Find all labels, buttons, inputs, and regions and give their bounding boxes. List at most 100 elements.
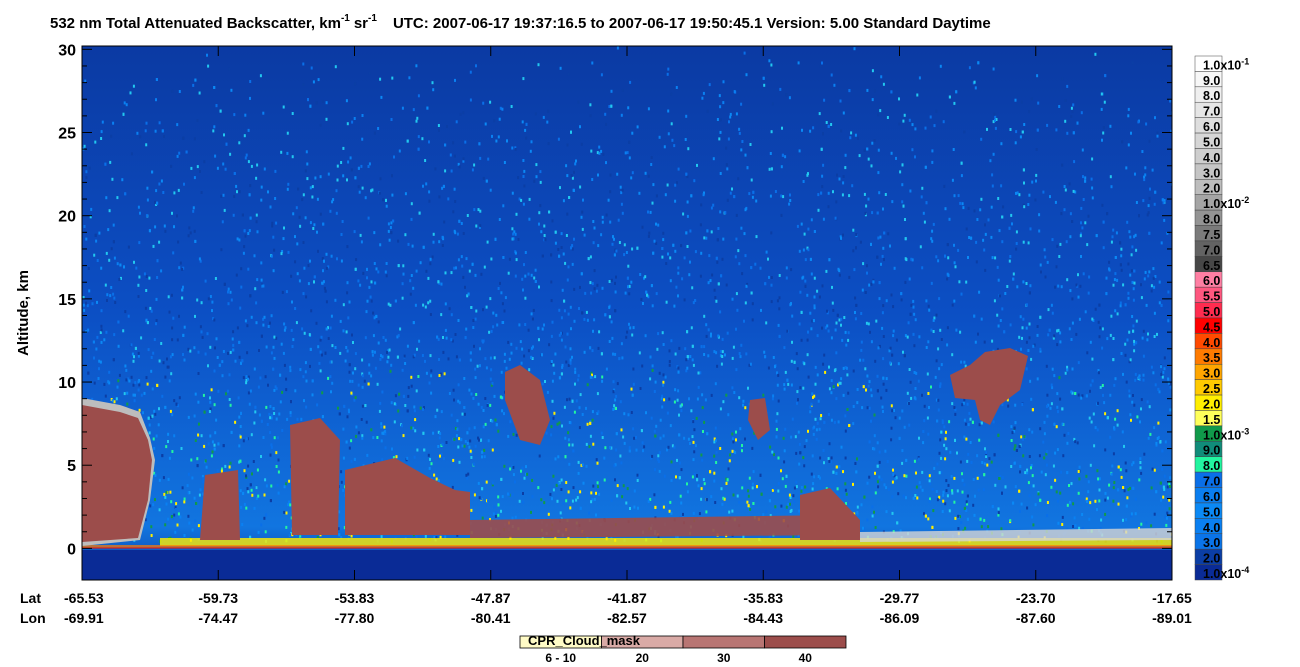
speckle xyxy=(493,394,496,398)
speckle xyxy=(932,318,935,322)
speckle xyxy=(350,391,353,395)
speckle xyxy=(814,365,817,369)
speckle xyxy=(1018,510,1021,513)
speckle xyxy=(1099,477,1101,481)
speckle xyxy=(1007,404,1010,408)
speckle xyxy=(391,193,394,197)
speckle xyxy=(1143,452,1146,456)
speckle xyxy=(474,444,477,448)
speckle xyxy=(980,317,983,321)
speckle xyxy=(1161,467,1164,471)
speckle xyxy=(661,255,664,259)
speckle xyxy=(83,144,86,148)
speckle xyxy=(325,300,328,304)
speckle xyxy=(1155,441,1158,445)
speckle xyxy=(197,433,200,437)
speckle xyxy=(309,221,312,225)
speckle xyxy=(568,196,571,199)
speckle xyxy=(1149,432,1152,436)
speckle xyxy=(1161,80,1164,84)
speckle xyxy=(843,316,846,319)
speckle xyxy=(418,339,421,343)
speckle xyxy=(769,152,772,155)
speckle xyxy=(591,498,594,502)
speckle xyxy=(242,491,245,495)
speckle xyxy=(891,353,894,357)
speckle xyxy=(921,186,924,190)
speckle xyxy=(1080,232,1082,236)
speckle xyxy=(130,152,133,156)
speckle xyxy=(374,350,376,354)
speckle xyxy=(453,187,456,191)
speckle xyxy=(448,392,451,395)
speckle xyxy=(249,216,252,220)
speckle xyxy=(729,112,732,116)
speckle xyxy=(675,535,677,539)
speckle xyxy=(1132,287,1135,291)
speckle xyxy=(104,394,107,398)
speckle xyxy=(150,525,153,529)
speckle xyxy=(521,467,524,471)
speckle xyxy=(390,221,393,225)
speckle xyxy=(1011,431,1014,435)
speckle xyxy=(1077,470,1080,473)
speckle xyxy=(783,449,786,453)
speckle xyxy=(354,82,357,86)
speckle xyxy=(573,287,576,291)
speckle xyxy=(386,360,389,364)
speckle xyxy=(113,333,116,337)
speckle xyxy=(657,457,660,461)
speckle xyxy=(464,285,466,289)
speckle xyxy=(814,382,817,386)
speckle xyxy=(1154,190,1157,194)
speckle xyxy=(826,309,828,313)
speckle xyxy=(870,282,873,286)
speckle xyxy=(704,398,707,402)
speckle xyxy=(589,420,592,424)
speckle xyxy=(938,451,941,455)
speckle xyxy=(692,458,695,462)
speckle xyxy=(680,468,683,472)
speckle xyxy=(1148,270,1151,274)
speckle xyxy=(1070,482,1073,486)
speckle xyxy=(397,409,400,413)
speckle xyxy=(1025,326,1028,330)
speckle xyxy=(444,535,447,539)
speckle xyxy=(1070,390,1073,394)
speckle xyxy=(1031,408,1034,412)
speckle xyxy=(1020,435,1023,439)
speckle xyxy=(789,502,791,506)
speckle xyxy=(929,482,932,486)
speckle xyxy=(469,98,472,102)
speckle xyxy=(1134,372,1137,376)
speckle xyxy=(980,137,983,141)
speckle xyxy=(440,410,443,414)
speckle xyxy=(472,319,475,322)
speckle xyxy=(246,351,249,355)
speckle xyxy=(103,338,106,342)
speckle xyxy=(238,190,241,194)
speckle xyxy=(302,241,305,244)
speckle xyxy=(451,437,454,441)
speckle xyxy=(1167,290,1170,294)
speckle xyxy=(1066,365,1069,369)
speckle xyxy=(1148,139,1151,143)
speckle xyxy=(448,307,451,311)
speckle xyxy=(302,193,305,197)
speckle xyxy=(547,109,550,113)
speckle xyxy=(200,301,203,305)
speckle xyxy=(364,196,367,200)
speckle xyxy=(803,464,806,468)
speckle xyxy=(244,319,247,323)
speckle xyxy=(571,399,574,403)
speckle xyxy=(213,125,216,129)
speckle xyxy=(710,230,713,234)
speckle xyxy=(1128,360,1131,364)
speckle xyxy=(1063,185,1066,188)
speckle xyxy=(1158,280,1161,284)
speckle xyxy=(847,338,850,342)
speckle xyxy=(716,238,719,242)
speckle xyxy=(1108,483,1111,487)
speckle xyxy=(1102,220,1105,224)
speckle xyxy=(880,396,883,400)
